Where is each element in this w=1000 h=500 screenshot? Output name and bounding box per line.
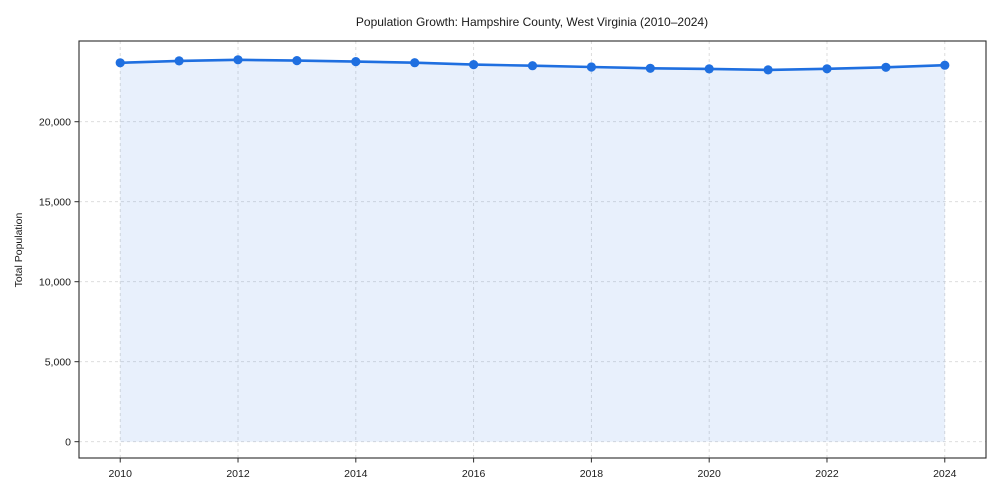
area-layer: [120, 59, 945, 442]
data-point-2011: [174, 56, 184, 66]
data-point-2014: [351, 57, 361, 67]
chart-title: Population Growth: Hampshire County, Wes…: [356, 15, 708, 29]
data-point-2013: [292, 56, 302, 66]
data-point-2015: [410, 58, 420, 68]
data-point-2019: [645, 63, 655, 73]
x-tick-label: 2012: [226, 468, 250, 480]
data-point-2024: [940, 60, 950, 70]
x-tick-label: 2020: [698, 468, 722, 480]
y-tick-label: 20,000: [39, 116, 71, 128]
data-point-2022: [822, 64, 832, 74]
data-point-2023: [881, 62, 891, 72]
data-point-2020: [704, 64, 714, 74]
y-tick-label: 15,000: [39, 196, 71, 208]
data-point-2017: [527, 61, 538, 71]
data-point-2010: [115, 58, 125, 68]
y-tick-label: 0: [65, 436, 71, 448]
y-axis-label: Total Population: [13, 212, 25, 287]
tick-layer: 2010 2012 2014 2016 2018 2020 2022 2024 0 5,000 10…: [39, 116, 957, 480]
data-point-2012: [233, 55, 243, 65]
x-tick-label: 2010: [109, 468, 133, 480]
area-fill: [120, 59, 945, 442]
y-tick-label: 5,000: [45, 356, 71, 368]
frame-layer: [78, 40, 987, 459]
x-tick-label: 2022: [815, 468, 839, 480]
data-point-2018: [586, 62, 597, 72]
grid-layer: [79, 41, 986, 458]
x-tick-label: 2018: [580, 468, 604, 480]
series-layer: [115, 55, 950, 75]
x-tick-label: 2016: [462, 468, 486, 480]
y-tick-label: 10,000: [39, 276, 71, 288]
x-tick-label: 2014: [344, 468, 368, 480]
data-point-2021: [763, 65, 773, 75]
x-tick-label: 2024: [933, 468, 957, 480]
plot-border: [78, 40, 987, 459]
data-point-2016: [469, 60, 479, 70]
